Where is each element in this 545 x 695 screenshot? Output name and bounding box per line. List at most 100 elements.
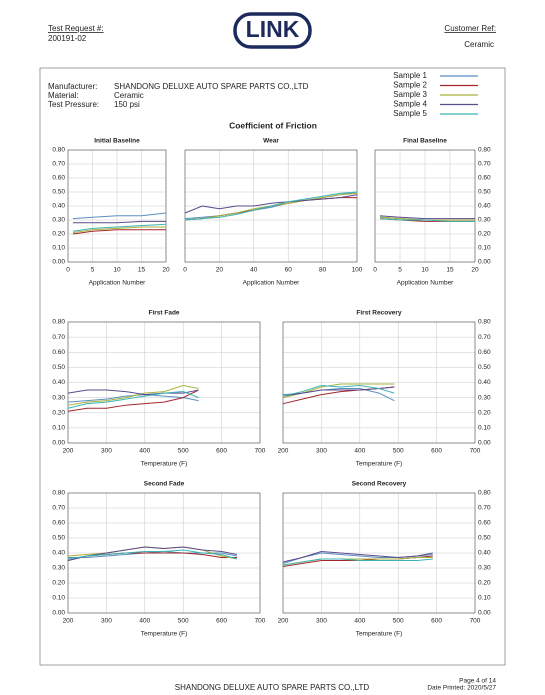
legend-label: Sample 5 [393,109,427,118]
x-tick-label: 40 [250,267,258,274]
y-tick-label: 0.10 [478,425,491,432]
x-tick-label: 200 [278,448,289,455]
x-tick-label: 700 [470,448,481,455]
chart-title: Second Fade [144,481,185,488]
series-line [67,389,199,412]
y-tick-label: 0.20 [478,409,491,416]
y-tick-label: 0.40 [478,550,491,557]
x-tick-label: 500 [178,448,189,455]
y-tick-label: 0.00 [52,610,65,617]
y-tick-label: 0.20 [52,231,65,238]
request-label: Test Request #: [48,24,104,33]
x-tick-label: 5 [398,267,402,274]
plot-frame [282,492,476,614]
plot-frame [67,492,261,614]
info-value: 150 psi [114,100,140,109]
plot-frame [374,149,476,263]
x-tick-label: 700 [255,618,266,625]
x-tick-label: 20 [162,267,170,274]
y-tick-label: 0.00 [52,440,65,447]
y-tick-label: 0.10 [478,245,491,252]
series-line [72,223,167,232]
x-tick-label: 15 [138,267,146,274]
x-tick-label: 200 [63,448,74,455]
plot-frame [67,321,261,444]
logo-frame [233,12,312,49]
y-tick-label: 0.60 [52,349,65,356]
y-tick-label: 0.80 [478,319,491,326]
x-tick-label: 15 [446,267,454,274]
y-tick-label: 0.50 [52,189,65,196]
x-tick-label: 60 [285,267,293,274]
y-tick-label: 0.50 [478,535,491,542]
footer-company: SHANDONG DELUXE AUTO SPARE PARTS CO.,LTD [175,683,370,692]
y-tick-label: 0.80 [52,319,65,326]
x-tick-label: 200 [63,618,74,625]
y-tick-label: 0.30 [52,217,65,224]
y-tick-label: 0.60 [52,175,65,182]
x-tick-label: 400 [354,448,365,455]
y-tick-label: 0.10 [52,245,65,252]
y-tick-label: 0.20 [52,580,65,587]
y-tick-label: 0.40 [478,203,491,210]
x-tick-label: 600 [216,448,227,455]
x-axis-label: Application Number [89,280,147,287]
y-tick-label: 0.70 [52,334,65,341]
series-line [67,385,199,406]
y-tick-label: 0.20 [52,409,65,416]
y-tick-label: 0.30 [52,565,65,572]
x-axis-label: Temperature (F) [356,631,403,638]
info-label: Test Pressure: [48,100,99,109]
chart-title: First Recovery [356,310,402,317]
y-tick-label: 0.50 [478,189,491,196]
y-tick-label: 0.30 [478,394,491,401]
x-tick-label: 400 [139,448,150,455]
series-line [282,385,395,397]
chart-title: Second Recovery [352,481,407,488]
x-tick-label: 500 [393,448,404,455]
x-tick-label: 5 [91,267,95,274]
y-tick-label: 0.60 [478,520,491,527]
y-tick-label: 0.40 [52,203,65,210]
series-line [67,546,238,561]
x-tick-label: 700 [255,448,266,455]
legend-label: Sample 4 [393,100,427,109]
x-tick-label: 400 [354,618,365,625]
series-line [72,220,166,224]
info-value: SHANDONG DELUXE AUTO SPARE PARTS CO.,LTD [114,82,309,91]
chart-title: Initial Baseline [94,138,140,145]
y-tick-label: 0.10 [478,595,491,602]
legend-label: Sample 1 [393,71,427,80]
info-label: Manufacturer: [48,82,97,91]
x-tick-label: 600 [216,618,227,625]
request-number: 200191-02 [48,34,87,43]
series-line [379,215,475,220]
y-tick-label: 0.70 [478,505,491,512]
series-line [72,212,167,220]
x-tick-label: 600 [431,448,442,455]
figure-title: Coefficient of Friction [229,120,317,130]
x-axis-label: Application Number [397,280,455,287]
chart-title: First Fade [148,310,179,317]
y-tick-label: 0.50 [52,364,65,371]
x-tick-label: 300 [101,448,112,455]
y-tick-label: 0.60 [52,520,65,527]
y-tick-label: 0.20 [478,231,491,238]
legend-label: Sample 2 [393,81,427,90]
y-tick-label: 0.20 [478,580,491,587]
x-tick-label: 10 [421,267,429,274]
info-label: Material: [48,91,79,100]
y-tick-label: 0.60 [478,349,491,356]
y-tick-label: 0.00 [478,440,491,447]
x-tick-label: 200 [278,618,289,625]
y-tick-label: 0.00 [478,610,491,617]
y-tick-label: 0.30 [52,394,65,401]
x-tick-label: 400 [139,618,150,625]
x-axis-label: Temperature (F) [356,461,403,468]
logo: LINK [246,16,300,42]
footer-page: Page 4 of 14 [459,678,496,685]
x-tick-label: 20 [471,267,479,274]
y-tick-label: 0.50 [478,364,491,371]
